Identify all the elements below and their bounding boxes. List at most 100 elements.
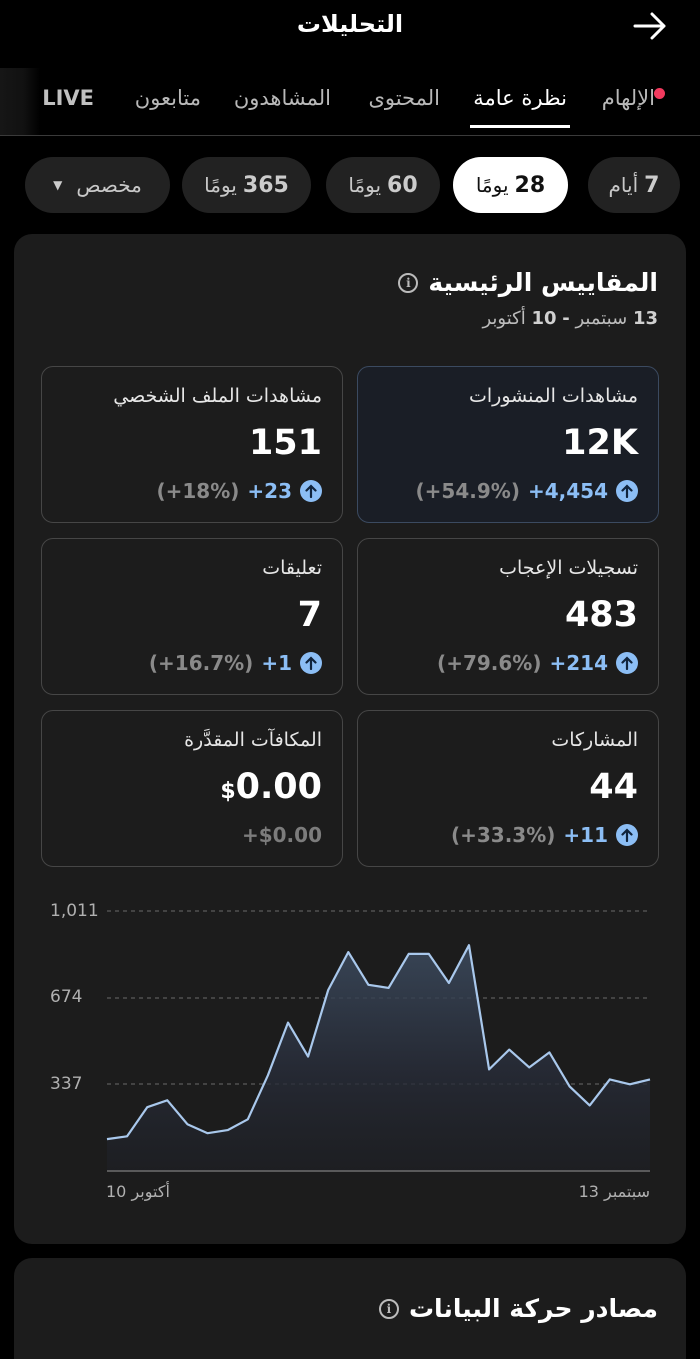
key-metrics-title: المقاييس الرئيسية i [398, 268, 658, 297]
metric-value: 7 [297, 595, 322, 635]
active-tab-indicator [470, 125, 570, 128]
chip-number: 7 [644, 172, 660, 198]
metric-post-views[interactable]: مشاهدات المنشورات 12K +4,454 (+54.9%) [357, 366, 659, 523]
metric-value: $0.00 [220, 767, 322, 807]
page-title: التحليلات [296, 10, 404, 38]
metric-comments[interactable]: تعليقات 7 +1 (+16.7%) [41, 538, 343, 695]
area-chart-plot [106, 910, 651, 1172]
metric-amount: 0.00 [235, 767, 322, 807]
change-percent: (+18%) [156, 479, 240, 503]
chip-unit: يومًا [475, 173, 509, 197]
tab-inspiration[interactable]: الإلهام [601, 86, 665, 110]
scroll-fade [0, 68, 40, 135]
change-absolute: +$0.00 [241, 823, 322, 847]
metric-profile-views[interactable]: مشاهدات الملف الشخصي 151 +23 (+18%) [41, 366, 343, 523]
chip-60-days[interactable]: 60 يومًا [326, 157, 440, 213]
tab-overview[interactable]: نظرة عامة [470, 86, 570, 128]
section-title: مصادر حركة البيانات [408, 1294, 658, 1323]
chip-365-days[interactable]: 365 يومًا [182, 157, 311, 213]
metric-estimated-rewards[interactable]: المكافآت المقدَّرة $0.00 +$0.00 [41, 710, 343, 867]
metric-label: تسجيلات الإعجاب [499, 557, 638, 579]
change-percent: (+79.6%) [437, 651, 542, 675]
change-percent: (+16.7%) [148, 651, 254, 675]
end-day: 10 [531, 308, 557, 329]
arrow-up-icon [616, 480, 638, 502]
tab-label: LIVE [42, 86, 94, 110]
chip-number: 365 [242, 172, 289, 198]
tab-content[interactable]: المحتوى [368, 86, 440, 110]
tab-label: المشاهدون [233, 86, 331, 110]
key-metrics-card: المقاييس الرئيسية i 13 سبتمبر - 10 أكتوب… [14, 234, 686, 1244]
arrow-up-icon [616, 824, 638, 846]
change-percent: (+33.3%) [450, 823, 556, 847]
section-title: المقاييس الرئيسية [428, 268, 658, 297]
tab-label: الإلهام [601, 86, 655, 110]
chip-custom[interactable]: مخصص ▼ [25, 157, 170, 213]
tab-viewers[interactable]: المشاهدون [234, 86, 331, 110]
metric-change: +11 (+33.3%) [451, 823, 638, 847]
tab-bar: الإلهام نظرة عامة المحتوى المشاهدون متاب… [0, 68, 700, 136]
date-filter-chips: 7 أيام 28 يومًا 60 يومًا 365 يومًا مخصص … [20, 157, 680, 213]
tab-label: متابعون [134, 86, 201, 110]
tab-live[interactable]: LIVE [42, 86, 94, 110]
metric-label: تعليقات [262, 557, 322, 579]
start-month: سبتمبر [575, 308, 628, 329]
x-tick-label-end: أكتوبر 10 [106, 1182, 170, 1201]
post-views-chart[interactable]: 1,011 674 337 أكتوبر 10 سبتمبر 13 [14, 884, 686, 1214]
top-bar: التحليلات [0, 0, 700, 56]
back-button[interactable] [630, 6, 670, 46]
tab-label: المحتوى [368, 86, 440, 110]
metric-likes[interactable]: تسجيلات الإعجاب 483 +214 (+79.6%) [357, 538, 659, 695]
info-icon[interactable]: i [378, 1298, 399, 1319]
dropdown-caret-icon: ▼ [53, 178, 63, 192]
chip-number: 60 [387, 172, 418, 198]
metric-change: +214 (+79.6%) [437, 651, 638, 675]
metric-value: 12K [562, 423, 638, 463]
chip-28-days[interactable]: 28 يومًا [453, 157, 568, 213]
tab-followers[interactable]: متابعون [135, 86, 201, 110]
metric-change: +23 (+18%) [156, 479, 322, 503]
metric-value: 483 [564, 595, 638, 635]
metric-change: +1 (+16.7%) [149, 651, 322, 675]
traffic-sources-title: مصادر حركة البيانات i [378, 1294, 658, 1323]
grid-lines [107, 910, 650, 1085]
change-absolute: +4,454 [527, 479, 608, 503]
notification-dot [654, 88, 665, 99]
y-tick-label: 674 [50, 987, 83, 1007]
arrow-up-icon [616, 652, 638, 674]
currency-symbol: $ [220, 779, 236, 804]
date-range: 13 سبتمبر - 10 أكتوبر [482, 308, 658, 329]
chip-unit: أيام [608, 173, 639, 197]
chip-unit: يومًا [204, 173, 237, 197]
metric-label: مشاهدات الملف الشخصي [113, 385, 322, 407]
end-month: أكتوبر [482, 308, 526, 329]
start-day: 13 [632, 308, 658, 329]
metric-value: 44 [589, 767, 638, 807]
info-icon[interactable]: i [398, 272, 419, 293]
arrow-up-icon [300, 652, 322, 674]
traffic-sources-card: مصادر حركة البيانات i [14, 1258, 686, 1359]
change-absolute: +214 [549, 651, 608, 675]
change-percent: (+54.9%) [415, 479, 520, 503]
change-absolute: +11 [563, 823, 608, 847]
y-tick-label: 1,011 [50, 901, 99, 921]
change-absolute: +23 [247, 479, 292, 503]
metric-label: المشاركات [551, 729, 638, 751]
metric-label: مشاهدات المنشورات [468, 385, 638, 407]
range-separator: - [562, 308, 570, 329]
chip-unit: مخصص [76, 173, 142, 197]
metric-change: +$0.00 [242, 823, 322, 847]
chip-unit: يومًا [348, 173, 382, 197]
metric-label: المكافآت المقدَّرة [184, 729, 322, 751]
change-absolute: +1 [261, 651, 292, 675]
arrow-right-icon [633, 12, 666, 40]
metric-value: 151 [248, 423, 322, 463]
chip-number: 28 [514, 172, 546, 198]
x-tick-label-start: سبتمبر 13 [578, 1182, 650, 1201]
tab-label: نظرة عامة [473, 86, 567, 110]
metric-change: +4,454 (+54.9%) [416, 479, 638, 503]
y-tick-label: 337 [50, 1074, 83, 1094]
metric-shares[interactable]: المشاركات 44 +11 (+33.3%) [357, 710, 659, 867]
chip-7-days[interactable]: 7 أيام [588, 157, 680, 213]
arrow-up-icon [300, 480, 322, 502]
